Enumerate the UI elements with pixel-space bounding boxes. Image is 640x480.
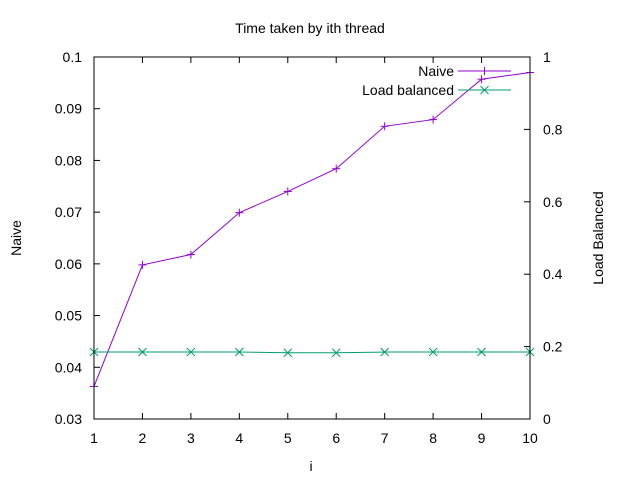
data-point-load-balanced — [234, 347, 244, 357]
x-tick-label: 1 — [90, 430, 98, 446]
legend-marker-load-balanced — [480, 85, 489, 95]
series-line-load-balanced — [94, 351, 530, 354]
data-point-load-balanced — [380, 347, 390, 357]
y2-tick-label: 1 — [543, 49, 551, 65]
y-tick-label: 0.09 — [55, 101, 82, 117]
marker-stroke — [283, 348, 293, 358]
data-point-naive — [235, 208, 244, 217]
marker-stroke — [331, 348, 341, 358]
x-tick-label: 2 — [139, 430, 147, 446]
data-point-load-balanced — [428, 347, 438, 357]
x-tick-label: 8 — [429, 430, 437, 446]
y2-axis-label: Load Balanced — [590, 191, 606, 284]
data-point-naive — [380, 122, 389, 131]
data-point-load-balanced — [186, 347, 196, 357]
marker-stroke — [234, 347, 244, 357]
x-tick-label: 3 — [187, 430, 195, 446]
y-tick-label: 0.04 — [55, 359, 82, 375]
y-tick-label: 0.08 — [55, 152, 82, 168]
data-point-load-balanced — [138, 347, 147, 357]
data-point-naive — [477, 75, 486, 84]
data-point-naive — [186, 250, 195, 259]
data-point-naive — [429, 115, 438, 124]
data-point-load-balanced — [331, 348, 341, 358]
x-tick-label: 9 — [478, 430, 486, 446]
x-axis-label: i — [309, 458, 312, 474]
data-point-naive — [332, 164, 341, 173]
x-tick-label: 5 — [284, 430, 292, 446]
data-point-naive — [283, 187, 292, 196]
y-tick-label: 0.07 — [55, 204, 82, 220]
x-tick-label: 7 — [381, 430, 389, 446]
y-tick-label: 0.05 — [55, 308, 82, 324]
x-tick-label: 10 — [522, 430, 538, 446]
y2-tick-label: 0 — [543, 411, 551, 427]
y-tick-label: 0.03 — [55, 411, 82, 427]
data-point-naive — [138, 260, 147, 269]
y2-tick-label: 0.2 — [543, 339, 563, 355]
marker-stroke — [138, 347, 147, 357]
y2-tick-label: 0.6 — [543, 194, 563, 210]
marker-stroke — [477, 347, 486, 357]
x-tick-label: 6 — [332, 430, 340, 446]
legend-label-naive: Naive — [418, 63, 454, 79]
chart-title: Time taken by ith thread — [235, 20, 385, 36]
marker-stroke — [428, 347, 438, 357]
marker-stroke — [186, 347, 196, 357]
x-tick-label: 4 — [235, 430, 243, 446]
y-axis-label: Naive — [8, 220, 24, 256]
data-point-load-balanced — [283, 348, 293, 358]
marker-stroke — [480, 85, 489, 95]
data-point-load-balanced — [477, 347, 486, 357]
y2-tick-label: 0.8 — [543, 121, 563, 137]
legend-label-load-balanced: Load balanced — [362, 82, 454, 98]
marker-stroke — [380, 347, 390, 357]
series-line-naive — [93, 72, 531, 387]
legend: Naive Load balanced — [362, 63, 511, 98]
y-tick-label: 0.1 — [63, 49, 83, 65]
y-tick-label: 0.06 — [55, 256, 82, 272]
plot-frame — [93, 56, 531, 420]
y2-tick-label: 0.4 — [543, 266, 563, 282]
plot-series — [89, 68, 535, 391]
legend-marker-naive — [480, 67, 489, 75]
